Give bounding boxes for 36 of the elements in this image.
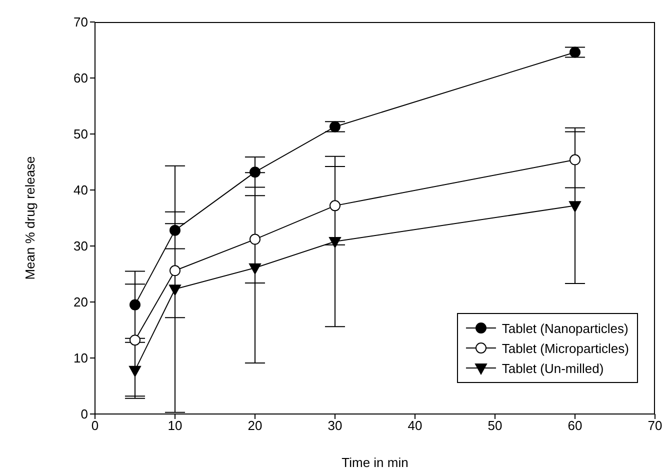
- point: [130, 334, 140, 346]
- y-tick-label: 20: [74, 294, 88, 310]
- legend-label: Tablet (Nanoparticles): [502, 320, 628, 336]
- y-tick-label: 60: [74, 70, 88, 86]
- point: [250, 166, 260, 178]
- y-tick-label: 40: [74, 182, 88, 198]
- y-tick-label: 10: [74, 350, 88, 366]
- point: [130, 299, 140, 310]
- y-tick-label: 70: [74, 14, 88, 30]
- x-tick-label: 0: [91, 418, 99, 434]
- legend-label: Tablet (Microparticles): [502, 340, 629, 356]
- point: [329, 237, 341, 248]
- legend-label: Tablet (Un-milled): [502, 360, 604, 376]
- y-tick-label: 0: [80, 406, 88, 422]
- x-tick-label: 40: [408, 418, 422, 434]
- x-tick-label: 60: [568, 418, 582, 434]
- point: [170, 224, 180, 236]
- point: [250, 234, 260, 245]
- point: [170, 265, 180, 276]
- x-tick-label: 10: [168, 418, 182, 434]
- point: [570, 46, 580, 58]
- y-tick-label: 50: [74, 126, 88, 142]
- point: [330, 121, 340, 132]
- point: [249, 263, 261, 274]
- x-tick-label: 50: [488, 418, 502, 434]
- x-tick-label: 20: [248, 418, 262, 434]
- point: [169, 284, 181, 296]
- point: [570, 154, 580, 166]
- y-axis-title: Mean % drug release: [22, 156, 38, 280]
- x-tick-label: 30: [328, 418, 342, 434]
- point: [129, 366, 141, 377]
- point: [569, 201, 581, 212]
- y-tick-label: 30: [74, 238, 88, 254]
- x-axis-title: Time in min: [342, 455, 408, 470]
- point: [330, 200, 340, 212]
- x-tick-label: 70: [648, 418, 662, 434]
